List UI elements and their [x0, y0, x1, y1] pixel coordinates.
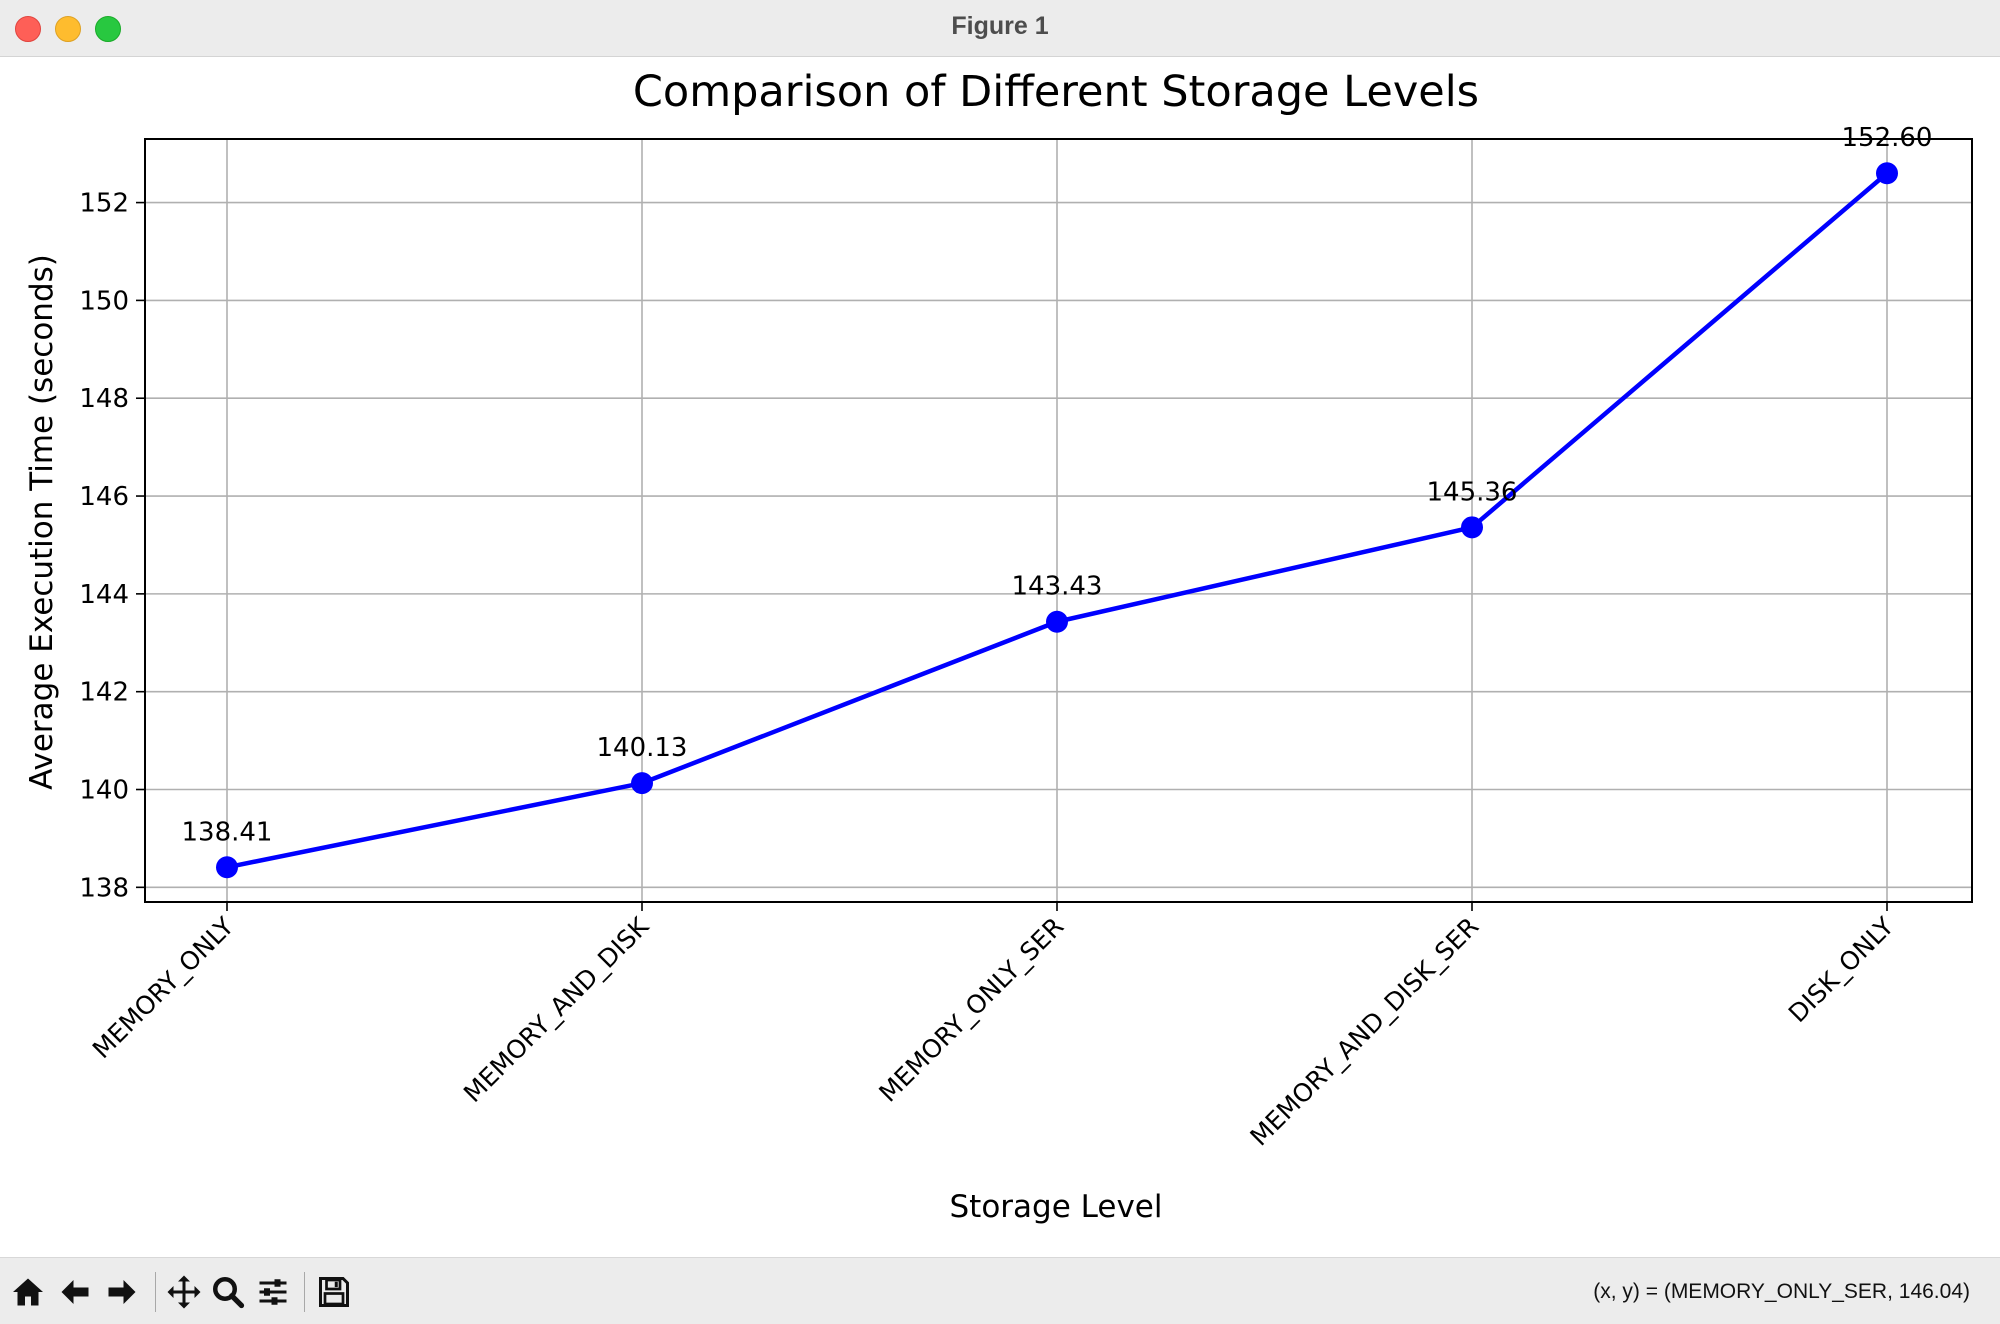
move-icon — [167, 1275, 201, 1309]
data-label: 143.43 — [1012, 572, 1103, 602]
y-tick-label: 152 — [79, 189, 129, 219]
axes-frame — [144, 138, 1973, 903]
y-tick-label: 142 — [79, 678, 129, 708]
x-axis-label: Storage Level — [950, 1189, 1163, 1225]
y-tick-label: 148 — [79, 384, 129, 414]
data-label: 145.36 — [1427, 477, 1518, 507]
window-title: Figure 1 — [951, 12, 1049, 40]
data-point — [1876, 162, 1898, 185]
y-tick-label: 140 — [79, 776, 129, 806]
y-axis: 138 140 142 144 146 148 150 152 — [79, 189, 145, 903]
minimize-window-button[interactable] — [55, 16, 81, 42]
toolbar-separator — [304, 1272, 305, 1312]
arrow-right-icon — [108, 1280, 136, 1304]
x-tick-label: DISK_ONLY — [1783, 911, 1900, 1028]
y-tick-label: 138 — [79, 873, 129, 903]
cursor-coordinates: (x, y) = (MEMORY_ONLY_SER, 146.04) — [1593, 1280, 1970, 1303]
toolbar-separator — [155, 1272, 156, 1312]
maximize-window-button[interactable] — [95, 16, 121, 42]
data-point — [216, 856, 238, 879]
chart-title: Comparison of Different Storage Levels — [633, 67, 1479, 117]
x-tick-label: MEMORY_AND_DISK — [458, 911, 655, 1108]
close-window-button[interactable] — [15, 16, 41, 42]
data-point — [1461, 516, 1483, 539]
arrow-left-icon — [61, 1280, 89, 1304]
grid-lines — [145, 139, 1972, 902]
data-label: 138.41 — [182, 817, 273, 847]
y-tick-label: 144 — [79, 580, 129, 610]
pan-button[interactable] — [164, 1272, 204, 1312]
data-labels: 138.41 140.13 143.43 145.36 152.60 — [182, 123, 1933, 847]
series-line-group — [216, 162, 1898, 879]
configure-subplots-button[interactable] — [253, 1272, 293, 1312]
plot-canvas[interactable]: 138 140 142 144 146 148 150 152 MEMORY_ONLY MEMO… — [0, 57, 2000, 1257]
home-button[interactable] — [8, 1272, 48, 1312]
data-label: 152.60 — [1842, 123, 1933, 153]
y-tick-label: 150 — [79, 286, 129, 316]
back-button[interactable] — [55, 1272, 95, 1312]
navigation-toolbar: (x, y) = (MEMORY_ONLY_SER, 146.04) — [0, 1257, 2000, 1324]
data-point — [631, 772, 653, 795]
x-tick-label: MEMORY_ONLY_SER — [873, 912, 1069, 1108]
floppy-icon — [319, 1277, 349, 1307]
magnifier-icon — [213, 1277, 245, 1309]
title-bar: Figure 1 — [0, 0, 2000, 57]
x-axis: MEMORY_ONLY MEMORY_AND_DISK MEMORY_ONLY_SE… — [87, 902, 1900, 1152]
zoom-button[interactable] — [208, 1272, 248, 1312]
sliders-icon — [259, 1279, 287, 1305]
x-tick-label: MEMORY_ONLY — [87, 911, 240, 1064]
x-tick-label: MEMORY_AND_DISK_SER — [1244, 912, 1484, 1152]
save-button[interactable] — [314, 1272, 354, 1312]
y-tick-label: 146 — [79, 482, 129, 512]
home-icon — [13, 1278, 43, 1306]
data-point — [1046, 610, 1068, 633]
data-label: 140.13 — [597, 733, 688, 763]
forward-button[interactable] — [102, 1272, 142, 1312]
y-axis-label: Average Execution Time (seconds) — [24, 254, 60, 790]
